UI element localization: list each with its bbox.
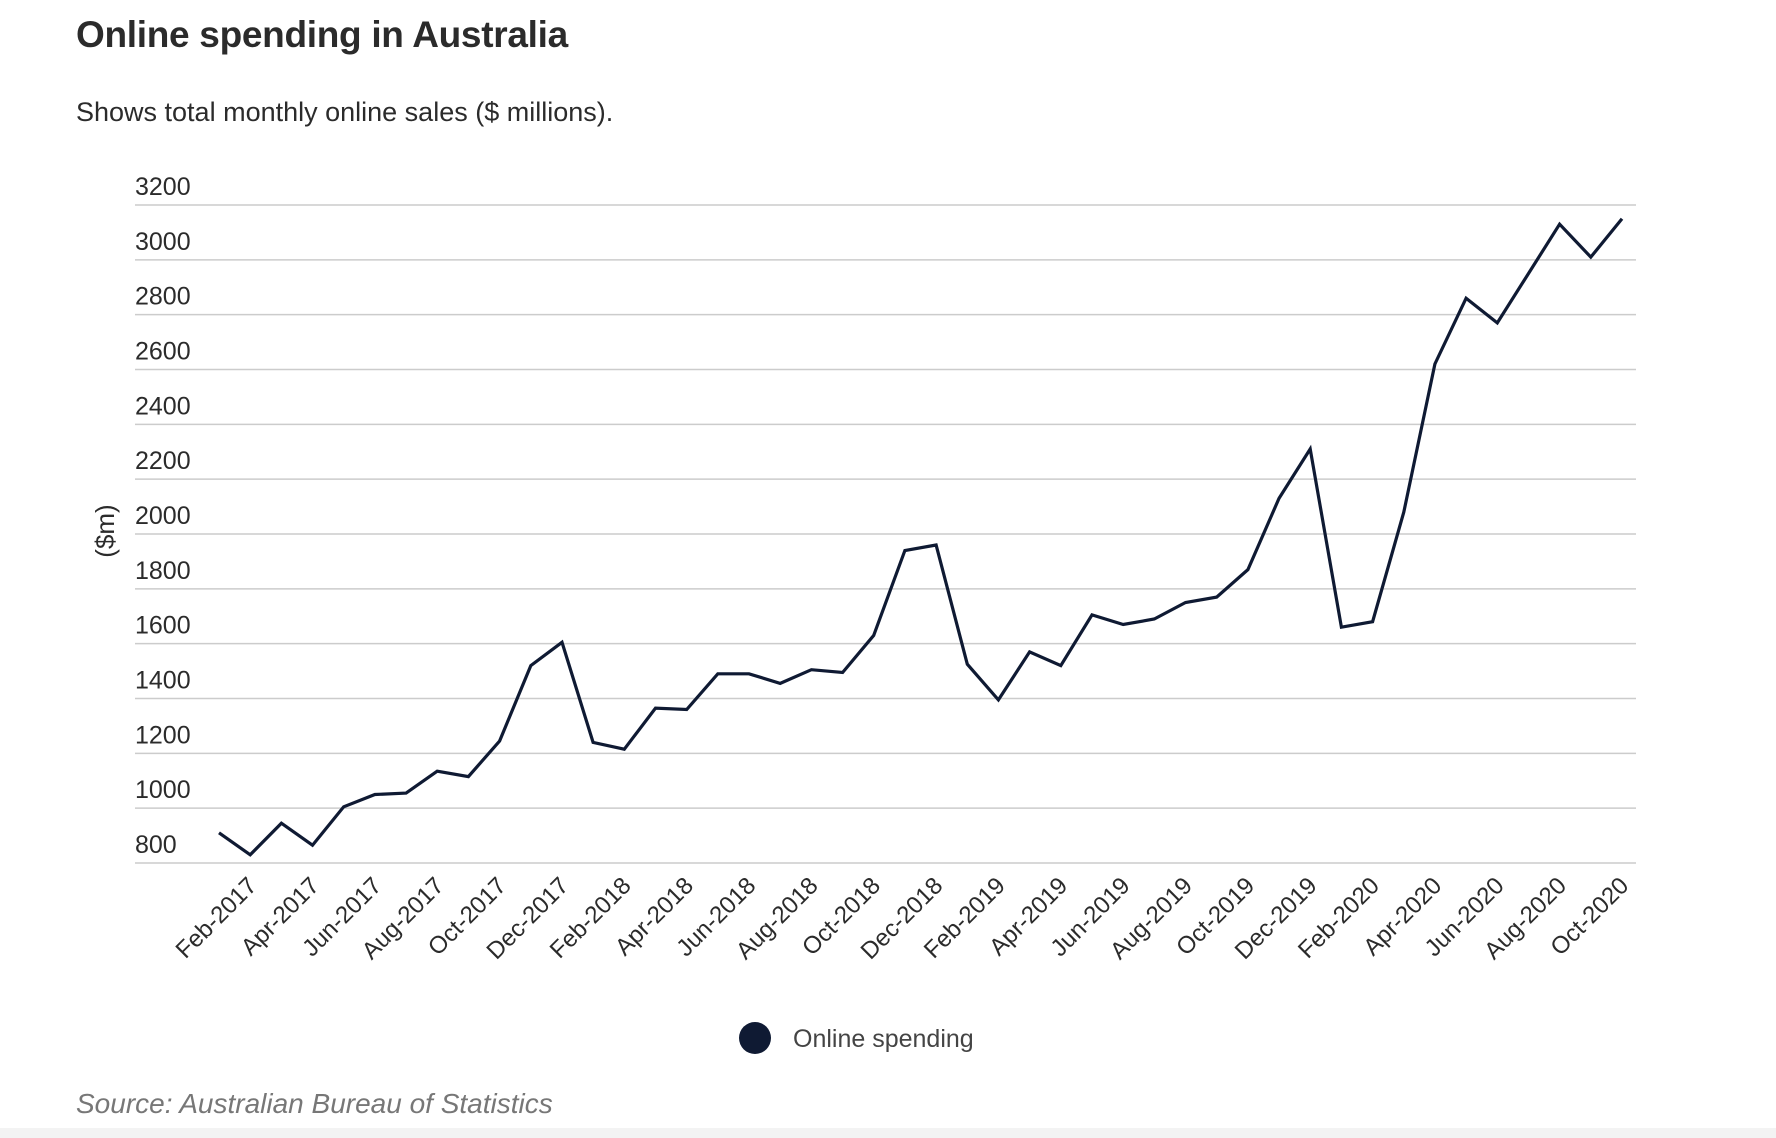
y-tick-label: 2800 [135,283,191,311]
y-tick-label: 1000 [135,776,191,804]
y-tick-label: 3200 [135,173,191,201]
chart-title: Online spending in Australia [76,14,568,55]
y-tick-label: 1600 [135,612,191,640]
y-tick-label: 3000 [135,228,191,256]
y-axis-label: ($m) [90,504,120,557]
source-note: Source: Australian Bureau of Statistics [76,1088,553,1119]
y-tick-label: 800 [135,831,177,859]
y-tick-label: 1800 [135,557,191,585]
legend-swatch-online-spending [739,1022,771,1054]
legend: Online spending [739,1022,974,1054]
y-tick-label: 2000 [135,502,191,530]
y-tick-label: 1400 [135,667,191,695]
y-tick-label: 2600 [135,338,191,366]
series-line-0 [218,217,1624,857]
y-tick-label: 2400 [135,392,191,420]
gridlines [135,204,1636,864]
y-axis-ticks: 800 1000 1200 1400 1600 1800 2000 2200 2400 2600 2… [135,173,191,859]
chart-subtitle: Shows total monthly online sales ($ mill… [76,97,614,127]
x-axis-ticks: Feb-2017Apr-2017Jun-2017Aug-2017Oct-2017… [171,872,1635,965]
bottom-strip [0,1128,1776,1138]
legend-label-online-spending: Online spending [793,1025,974,1053]
series-layer [218,217,1624,857]
y-tick-label: 1200 [135,721,191,749]
y-tick-label: 2200 [135,447,191,475]
